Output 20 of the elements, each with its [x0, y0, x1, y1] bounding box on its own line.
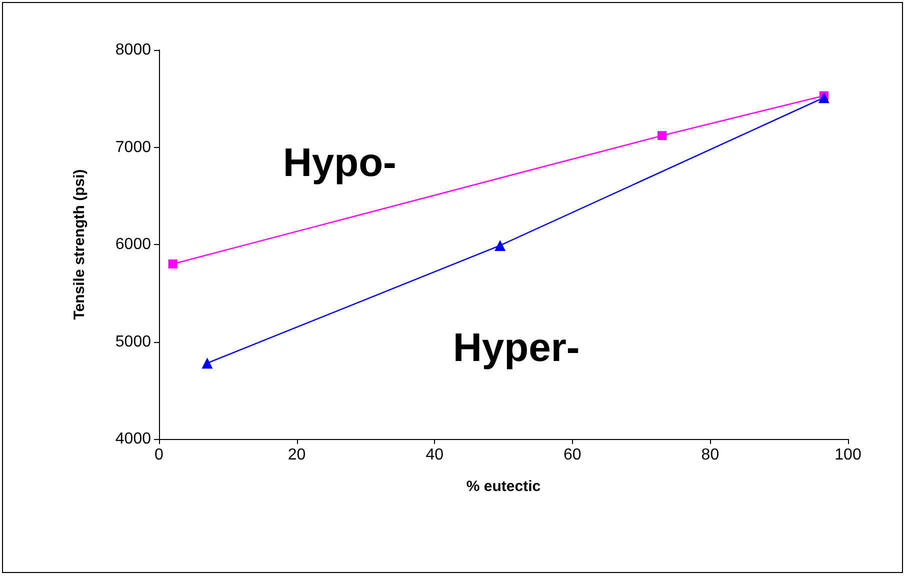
x-tick-label: 20 — [288, 446, 306, 464]
point — [202, 358, 213, 369]
series-label: Hypo- — [283, 141, 396, 185]
point — [657, 131, 666, 140]
series-label: Hyper- — [453, 326, 580, 370]
y-tick-label: 4000 — [115, 430, 152, 448]
x-tick-label: 40 — [426, 446, 444, 464]
x-tick-label: 80 — [701, 446, 720, 464]
point — [168, 259, 178, 268]
x-axis-title: % eutectic — [466, 478, 541, 495]
y-tick-label: 6000 — [115, 236, 152, 253]
y-axis-title: Tensile strength (psi) — [71, 169, 88, 320]
x-tick-label: 100 — [834, 446, 862, 464]
y-tick-label: 5000 — [115, 333, 152, 350]
y-tick-label: 8000 — [115, 42, 152, 58]
y-tick-label: 7000 — [115, 138, 152, 156]
point — [818, 92, 830, 104]
point — [494, 240, 506, 251]
x-tick-label: 60 — [564, 446, 582, 464]
x-tick-label: 0 — [154, 446, 164, 464]
